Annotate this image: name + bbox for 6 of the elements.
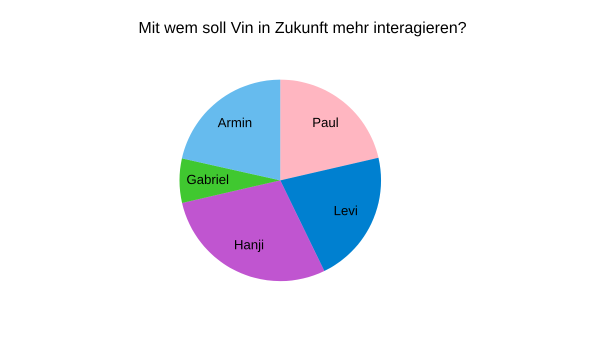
slice-label: Paul (313, 117, 338, 128)
slice-label: Gabriel (187, 174, 228, 184)
chart-title: Mit wem soll Vin in Zukunft mehr interagieren? (140, 21, 466, 36)
slice-label: Armin (218, 118, 252, 128)
slice-label: Levi (334, 206, 357, 216)
slice-label: Hanji (235, 240, 264, 252)
